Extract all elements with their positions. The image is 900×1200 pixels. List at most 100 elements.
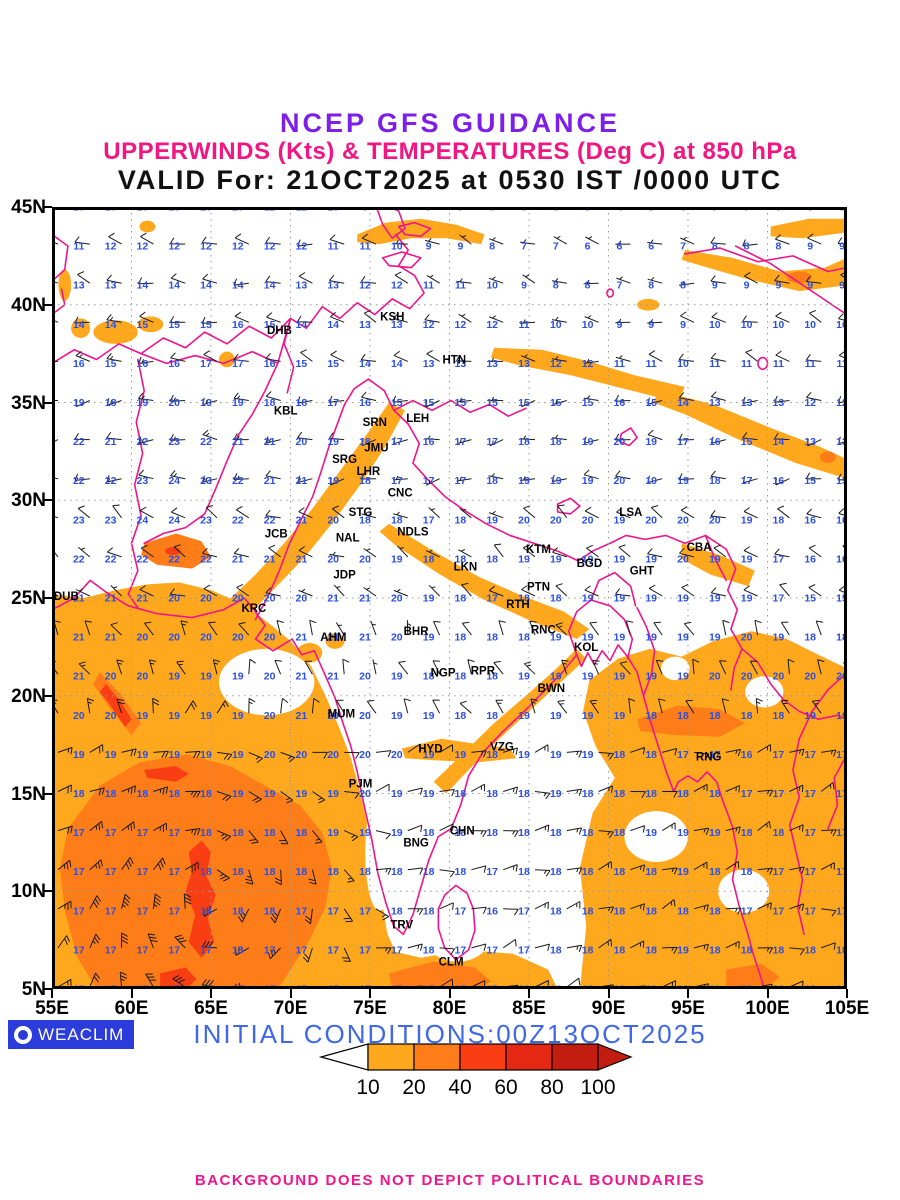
wind-barb — [680, 236, 695, 245]
wind-barb — [233, 353, 249, 362]
temp-value: 18 — [232, 944, 244, 956]
x-axis-tick — [210, 989, 212, 998]
temp-value: 18 — [614, 944, 626, 956]
temp-value: 6 — [489, 207, 495, 214]
wind-barb — [522, 544, 536, 558]
temp-value: 15 — [105, 358, 117, 370]
wind-barb — [329, 312, 345, 323]
wind-barb — [304, 660, 313, 675]
wind-barb — [757, 867, 773, 875]
wind-barb — [329, 274, 345, 284]
wind-barb — [648, 584, 663, 597]
wind-barb — [392, 475, 408, 481]
wind-barb — [561, 659, 569, 675]
wind-barb — [361, 233, 377, 245]
temp-value: 10 — [137, 207, 149, 214]
wind-barb — [248, 751, 263, 764]
temp-value: 16 — [486, 905, 498, 917]
temp-value: 17 — [327, 905, 339, 917]
wind-barb — [74, 316, 90, 324]
wind-barb — [57, 784, 72, 794]
temp-value: 16 — [836, 553, 847, 565]
wind-barb — [375, 783, 390, 792]
temp-value: 19 — [614, 593, 626, 605]
wind-barb — [432, 699, 441, 714]
temp-value: 17 — [73, 866, 85, 878]
wind-barb — [615, 240, 631, 245]
temp-value: 11 — [296, 207, 307, 214]
wind-barb — [89, 972, 101, 988]
temp-value: 20 — [550, 514, 562, 526]
wind-barb — [119, 971, 128, 988]
wind-barb — [108, 232, 122, 245]
temp-value: 18 — [105, 788, 117, 800]
temp-value: 13 — [804, 436, 816, 448]
temp-value: 18 — [804, 944, 816, 956]
temp-value: 10 — [836, 319, 847, 331]
temp-value: 4 — [616, 207, 622, 214]
temp-value: 17 — [836, 749, 847, 761]
temp-value: 18 — [486, 632, 498, 644]
temp-value: 10 — [200, 207, 212, 214]
wind-barb — [245, 869, 254, 885]
wind-barb — [566, 944, 583, 952]
temp-value: 23 — [168, 436, 180, 448]
temp-value: 17 — [677, 436, 689, 448]
legend-segment — [459, 1043, 507, 1071]
wind-barb — [343, 830, 359, 842]
legend-tick-label: 80 — [540, 1076, 563, 1099]
wind-barb — [488, 357, 504, 362]
temp-value: 18 — [455, 866, 467, 878]
city-label: CBA — [687, 542, 712, 554]
temp-value: 19 — [232, 710, 244, 722]
temp-value: 17 — [804, 749, 816, 761]
temp-value: 18 — [550, 593, 562, 605]
x-axis-tick — [687, 989, 689, 998]
wind-barb — [488, 473, 504, 480]
wind-barb — [145, 973, 157, 988]
temp-value: 8 — [648, 280, 654, 292]
wind-barb — [789, 903, 805, 911]
y-axis-tick — [43, 988, 52, 990]
temp-value: 15 — [423, 397, 435, 409]
temp-value: 14 — [359, 358, 371, 370]
temp-value: 15 — [327, 358, 339, 370]
temp-value: 18 — [582, 905, 594, 917]
temp-value: 17 — [105, 944, 117, 956]
temp-value: 20 — [677, 553, 689, 565]
wind-barb — [710, 352, 726, 362]
temp-value: 19 — [200, 671, 212, 683]
wind-barb — [586, 544, 599, 558]
wind-barb — [471, 943, 487, 951]
temp-value: 12 — [455, 319, 467, 331]
temp-value: 20 — [359, 788, 371, 800]
wind-barb — [820, 782, 835, 792]
city-label: KSH — [380, 312, 404, 324]
temp-value: 17 — [455, 475, 467, 487]
wind-barb — [52, 439, 59, 444]
wind-barb — [407, 943, 423, 951]
temp-value: 20 — [105, 671, 117, 683]
wind-barb — [489, 439, 504, 447]
temp-value: 17 — [741, 788, 753, 800]
wind-barb — [534, 869, 551, 877]
temp-value: 19 — [423, 593, 435, 605]
wind-barb — [710, 509, 726, 519]
city-label: JMU — [364, 443, 388, 455]
temp-value: 20 — [200, 593, 212, 605]
wind-barb — [302, 947, 313, 963]
wind-barb — [375, 947, 392, 955]
wind-barb — [520, 239, 536, 245]
temp-value: 14 — [200, 280, 212, 292]
temp-value: 20 — [168, 593, 180, 605]
temp-value: 14 — [391, 358, 403, 370]
wind-barb — [521, 400, 536, 408]
wind-barb — [551, 356, 567, 362]
wind-barb — [216, 830, 232, 842]
city-label: CNC — [388, 487, 413, 499]
temp-value: 14 — [264, 280, 276, 292]
wind-barb — [471, 783, 485, 792]
temp-value: 19 — [582, 671, 594, 683]
temp-value: 17 — [773, 593, 785, 605]
temp-value: 18 — [455, 593, 467, 605]
